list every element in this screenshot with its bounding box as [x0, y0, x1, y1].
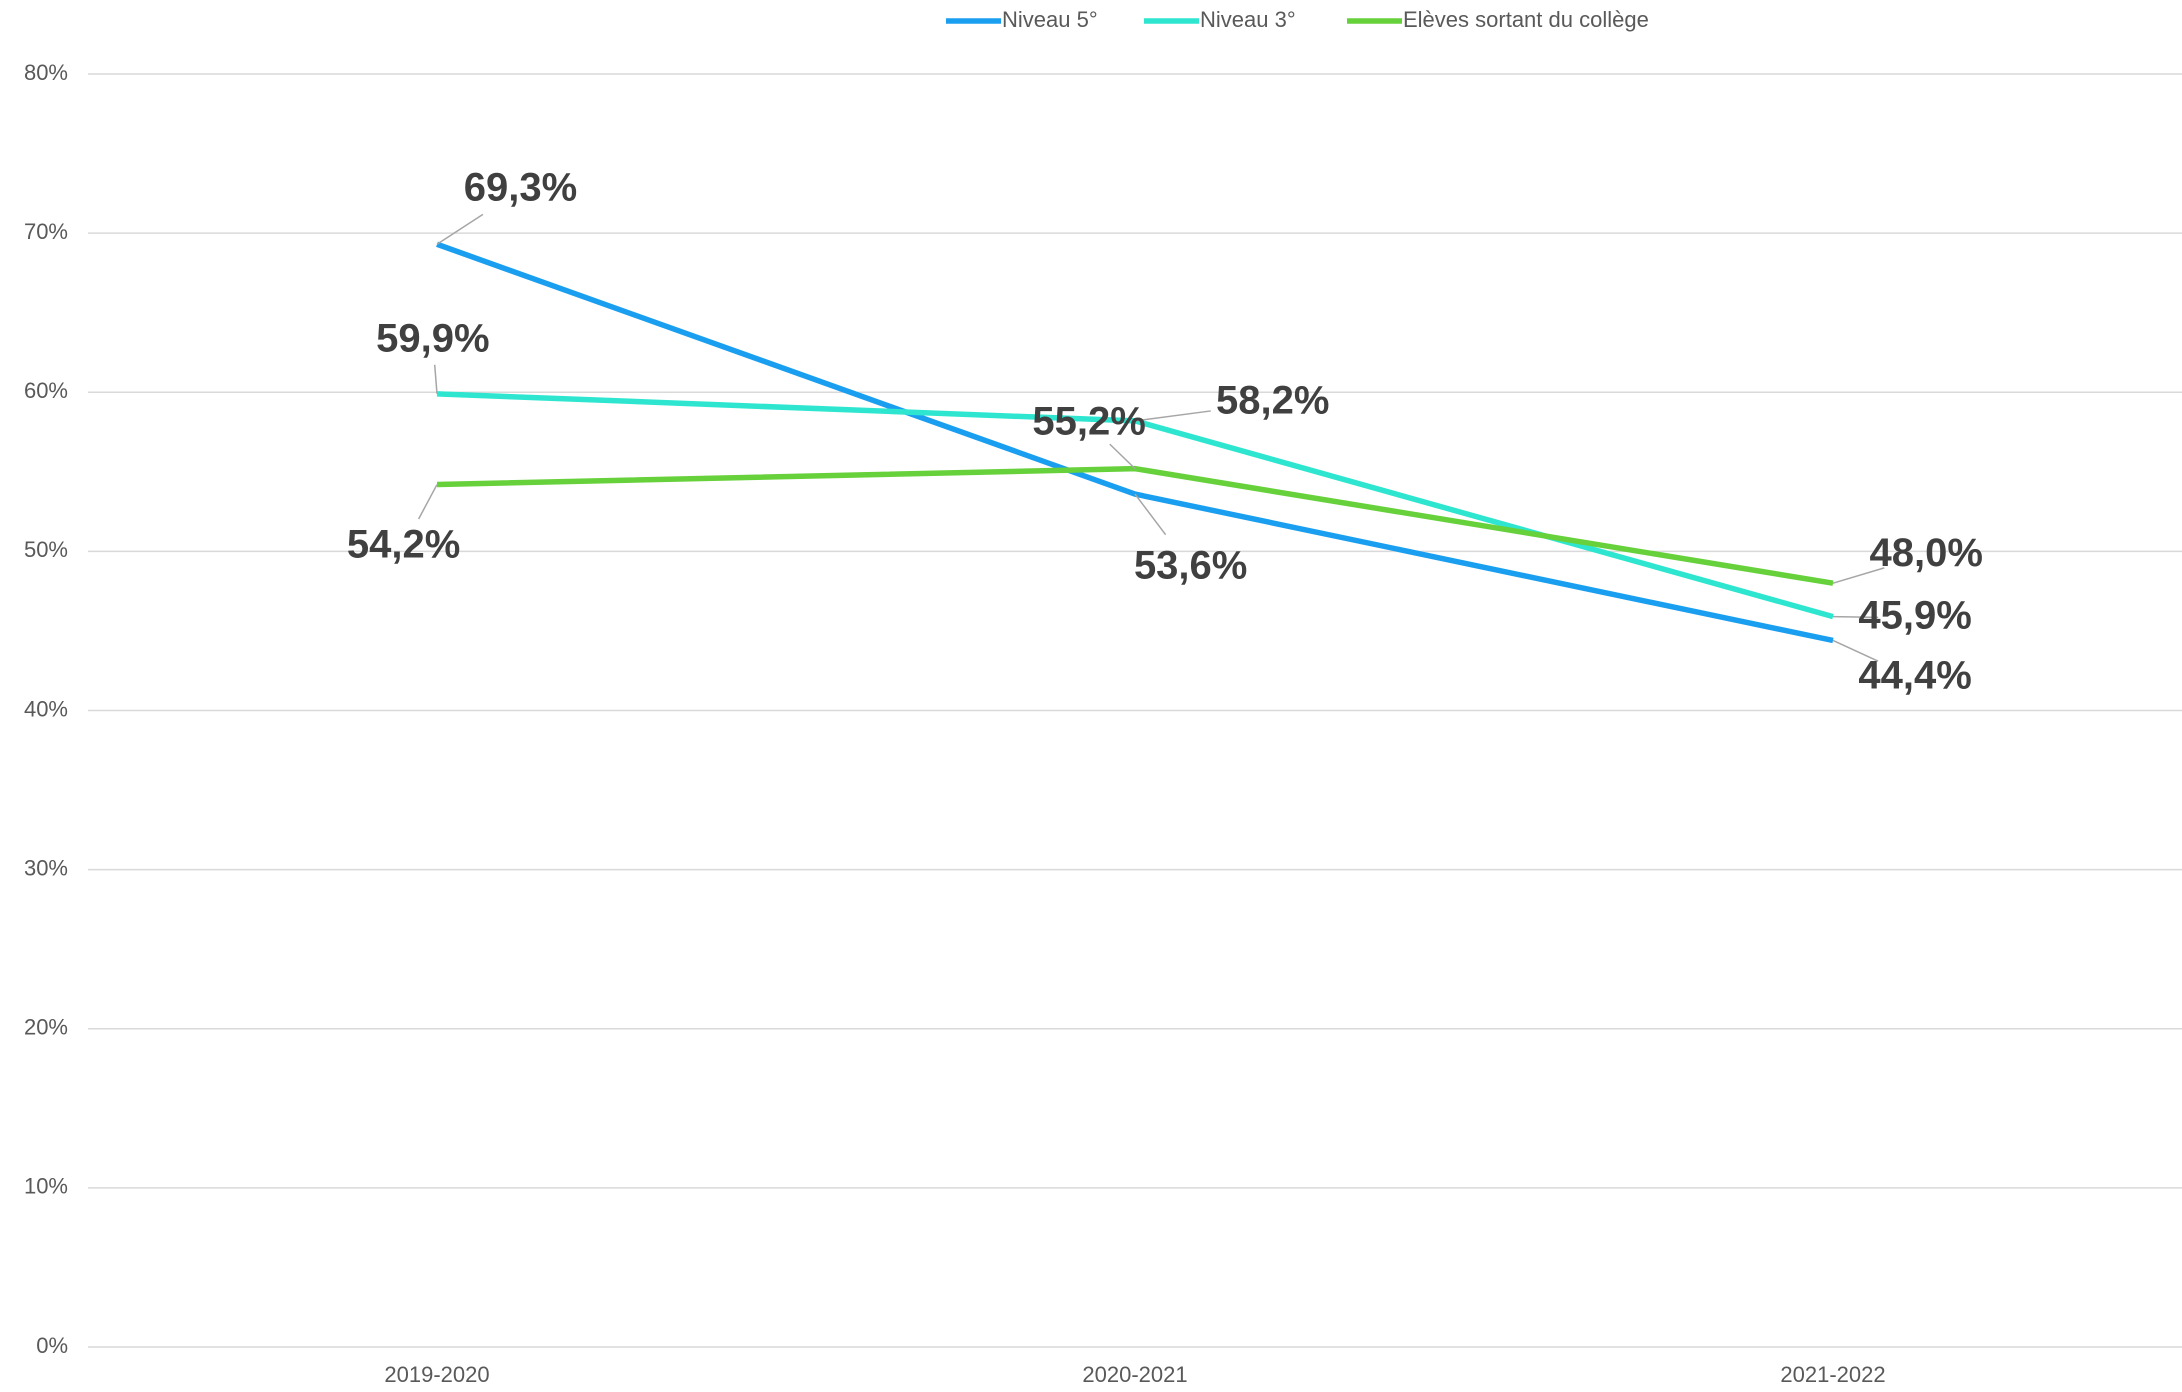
leader-line — [1832, 639, 1879, 662]
x-tick-label: 2021-2022 — [1780, 1362, 1885, 1387]
y-tick-label: 60% — [24, 378, 68, 403]
y-tick-label: 10% — [24, 1174, 68, 1199]
data-label: 44,4% — [1858, 654, 1971, 698]
legend-label: Elèves sortant du collège — [1403, 7, 1649, 32]
y-tick-label: 80% — [24, 60, 68, 85]
leader-line — [1109, 443, 1136, 470]
data-label: 59,9% — [376, 317, 489, 361]
data-label: 55,2% — [1032, 400, 1145, 444]
data-label: 45,9% — [1858, 594, 1971, 638]
y-tick-label: 20% — [24, 1015, 68, 1040]
leader-line — [433, 364, 438, 394]
leader-line — [417, 484, 438, 520]
data-label: 54,2% — [347, 523, 460, 567]
y-tick-label: 0% — [36, 1333, 68, 1358]
data-label: 58,2% — [1216, 378, 1329, 422]
y-tick-label: 40% — [24, 696, 68, 721]
legend-label: Niveau 5° — [1002, 7, 1098, 32]
y-tick-label: 70% — [24, 219, 68, 244]
leader-line — [1832, 567, 1885, 584]
legend-label: Niveau 3° — [1200, 7, 1296, 32]
data-label: 69,3% — [464, 166, 577, 210]
leader-line — [1134, 410, 1211, 422]
y-tick-label: 50% — [24, 537, 68, 562]
x-tick-label: 2019-2020 — [384, 1362, 489, 1387]
leader-line — [436, 213, 484, 245]
y-tick-label: 30% — [24, 855, 68, 880]
leader-line — [1134, 493, 1167, 536]
data-label: 48,0% — [1870, 531, 1983, 575]
data-label: 53,6% — [1134, 543, 1247, 587]
x-tick-label: 2020-2021 — [1082, 1362, 1187, 1387]
leader-line — [1832, 615, 1879, 619]
